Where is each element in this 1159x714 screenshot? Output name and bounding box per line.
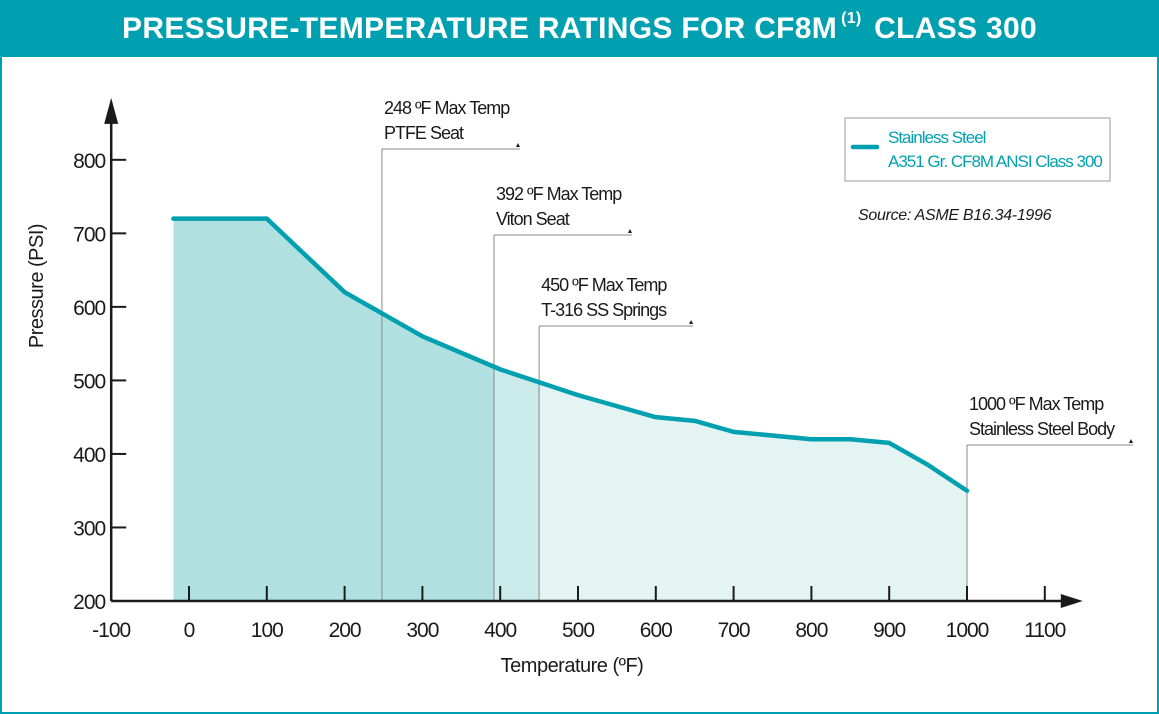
y-tick-label: 500 <box>73 370 105 393</box>
y-tick-label: 600 <box>73 297 105 320</box>
x-tick-label: 300 <box>406 619 438 642</box>
x-tick-label: 800 <box>795 619 827 642</box>
annotation-label-line2: T-316 SS Springs <box>541 300 667 320</box>
legend-label-line1: Stainless Steel <box>888 128 986 147</box>
annotations: 248 ºF Max Temp PTFE Seat 392 ºF Max Temp V… <box>381 98 1133 601</box>
annotation-label-line1: 248 ºF Max Temp <box>384 98 510 118</box>
annotation-label-line1: 392 ºF Max Temp <box>496 184 622 204</box>
x-tick-label: 200 <box>329 619 361 642</box>
annotation-arrow-icon <box>627 229 632 233</box>
legend-box <box>844 117 1111 182</box>
x-tick-label: 100 <box>251 619 283 642</box>
chart-title-class: CLASS 300 <box>874 11 1037 45</box>
shaded-zones <box>173 218 967 602</box>
annotation-label-line2: Stainless Steel Body <box>969 419 1115 439</box>
chart-title-main: PRESSURE-TEMPERATURE RATINGS FOR CF8M <box>122 11 838 45</box>
chart-title-footnote: (1) <box>841 9 862 27</box>
x-tick-label: 900 <box>873 619 905 642</box>
annotation-arrow-icon <box>515 143 520 147</box>
legend-label-line2: A351 Gr. CF8M ANSI Class 300 <box>888 152 1102 171</box>
x-tick-label: 700 <box>718 619 750 642</box>
x-tick-label: 0 <box>184 619 195 642</box>
annotation-label-line2: PTFE Seat <box>384 123 464 143</box>
source-note: Source: ASME B16.34-1996 <box>858 207 1052 224</box>
y-tick-label: 200 <box>73 591 105 614</box>
series-lines <box>171 216 970 493</box>
y-tick-label: 300 <box>73 517 105 540</box>
y-tick-label: 800 <box>73 150 105 173</box>
legend: Stainless Steel A351 Gr. CF8M ANSI Class … <box>844 117 1111 224</box>
y-axis-title: Pressure (PSI) <box>26 224 48 348</box>
x-axis-arrow-icon <box>1060 594 1083 608</box>
series-line <box>171 216 970 493</box>
x-tick-label: 500 <box>562 619 594 642</box>
annotation-label-line1: 450 ºF Max Temp <box>541 275 667 295</box>
y-axis-arrow-icon <box>104 97 119 124</box>
annotation-label-line1: 1000 ºF Max Temp <box>969 394 1104 414</box>
annotation-arrow-icon <box>689 320 694 324</box>
x-tick-label: 600 <box>640 619 672 642</box>
annotation-label-line2: Viton Seat <box>496 209 570 229</box>
shaded-zone-3 <box>493 366 540 601</box>
y-tick-label: 700 <box>73 223 105 246</box>
shaded-zone-4 <box>539 382 967 601</box>
annotation-arrow-icon <box>1129 439 1133 443</box>
x-tick-label: 1100 <box>1024 619 1065 642</box>
x-axis-title: Temperature (ºF) <box>501 655 644 677</box>
chart-title: PRESSURE-TEMPERATURE RATINGS FOR CF8M (1)… <box>122 9 1037 46</box>
x-tick-label: 1000 <box>946 619 989 642</box>
axes: -100 0 100 200 300 400 500 600 700 800 900 1000 1100… <box>26 97 1083 677</box>
chart-header: PRESSURE-TEMPERATURE RATINGS FOR CF8M (1)… <box>0 0 1159 57</box>
shaded-zone-1 <box>173 218 382 602</box>
y-tick-label: 400 <box>73 444 105 467</box>
shaded-zone-2 <box>381 313 494 601</box>
x-tick-label: -100 <box>92 619 130 642</box>
x-tick-label: 400 <box>484 619 516 642</box>
